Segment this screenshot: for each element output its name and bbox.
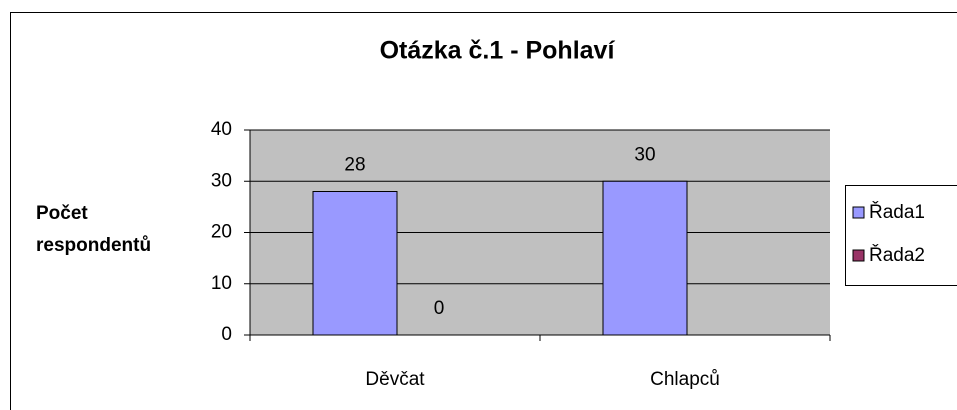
y-tick-label: 40 [211,119,232,140]
legend-label: Řada1 [869,201,925,223]
legend [845,185,957,286]
x-tick-label: Děvčat [365,369,425,390]
bar [312,191,398,336]
chart-title: Otázka č.1 - Pohlaví [380,37,616,65]
y-axis-label: respondentů [36,235,151,256]
y-tick-label: 10 [211,273,232,294]
y-tick-label: 30 [211,170,232,191]
legend-swatch [852,206,865,219]
data-label: 28 [344,155,365,176]
y-tick-label: 20 [211,222,232,243]
legend-swatch [852,249,865,262]
bar [602,180,688,336]
x-tick-label: Chlapců [650,369,720,390]
data-label: 0 [434,298,445,319]
y-axis-label: Počet [36,203,88,224]
data-label: 30 [634,144,655,165]
legend-label: Řada2 [869,244,925,266]
y-tick-label: 0 [221,324,232,345]
